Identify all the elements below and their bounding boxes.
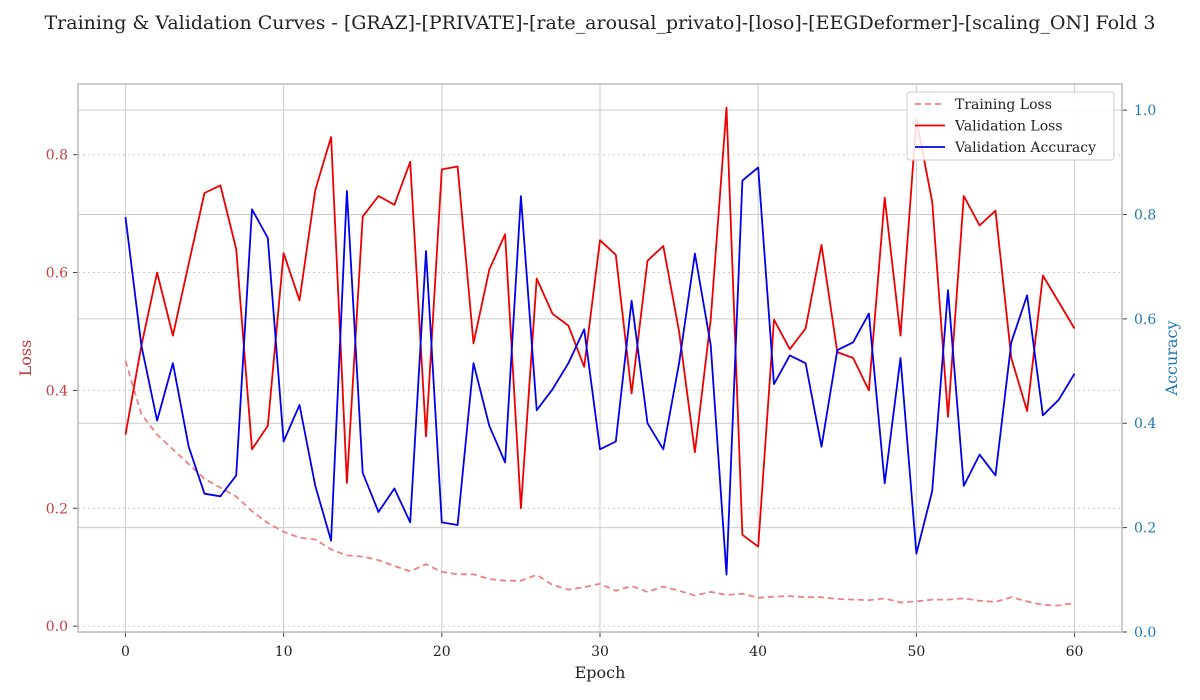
legend-entry: Validation Loss (954, 119, 1063, 135)
plot-frame (77, 83, 1123, 633)
y-tick-label-right: 0.8 (1134, 207, 1156, 223)
x-tick-label: 10 (275, 644, 293, 660)
legend-entry: Training Loss (955, 97, 1052, 113)
y-tick-label-left: 0.8 (46, 148, 68, 164)
y-tick-label-right: 0.0 (1134, 625, 1156, 641)
ticks: 0 10 20 30 40 50 60 0.0 0.2 0.4 0.6 0.8 0.0 0.2 0.4 0.6… (46, 103, 1157, 660)
training-loss-line (124, 360, 1075, 607)
chart-title: Training & Validation Curves - [GRAZ]-[P… (45, 12, 1156, 34)
legend-entry: Validation Accuracy (954, 140, 1096, 156)
y-tick-label-right: 1.0 (1134, 103, 1156, 119)
y-tick-label-left: 0.2 (46, 501, 68, 517)
y-tick-label-right: 0.2 (1134, 521, 1156, 537)
y-tick-label-left: 0.6 (46, 266, 68, 282)
y-tick-label-right: 0.4 (1134, 416, 1156, 432)
x-tick-label: 50 (907, 644, 925, 660)
legend-box (906, 91, 1115, 161)
y-tick-label-right: 0.6 (1134, 312, 1156, 328)
grid (78, 84, 1122, 633)
validation-accuracy-line (124, 166, 1076, 576)
y-axis-label-left: Loss (16, 340, 35, 377)
legend: Training Loss Validation Loss Validation A… (906, 91, 1115, 161)
x-tick-label: 20 (433, 644, 451, 660)
y-tick-label-left: 0.0 (46, 619, 68, 635)
y-axis-label-right: Accuracy (1162, 321, 1181, 397)
x-axis-label: Epoch (575, 663, 626, 682)
x-tick-label: 30 (591, 644, 609, 660)
x-tick-label: 40 (749, 644, 767, 660)
y-tick-label-left: 0.4 (46, 383, 68, 399)
x-tick-label: 0 (121, 644, 130, 660)
x-tick-label: 60 (1066, 644, 1084, 660)
